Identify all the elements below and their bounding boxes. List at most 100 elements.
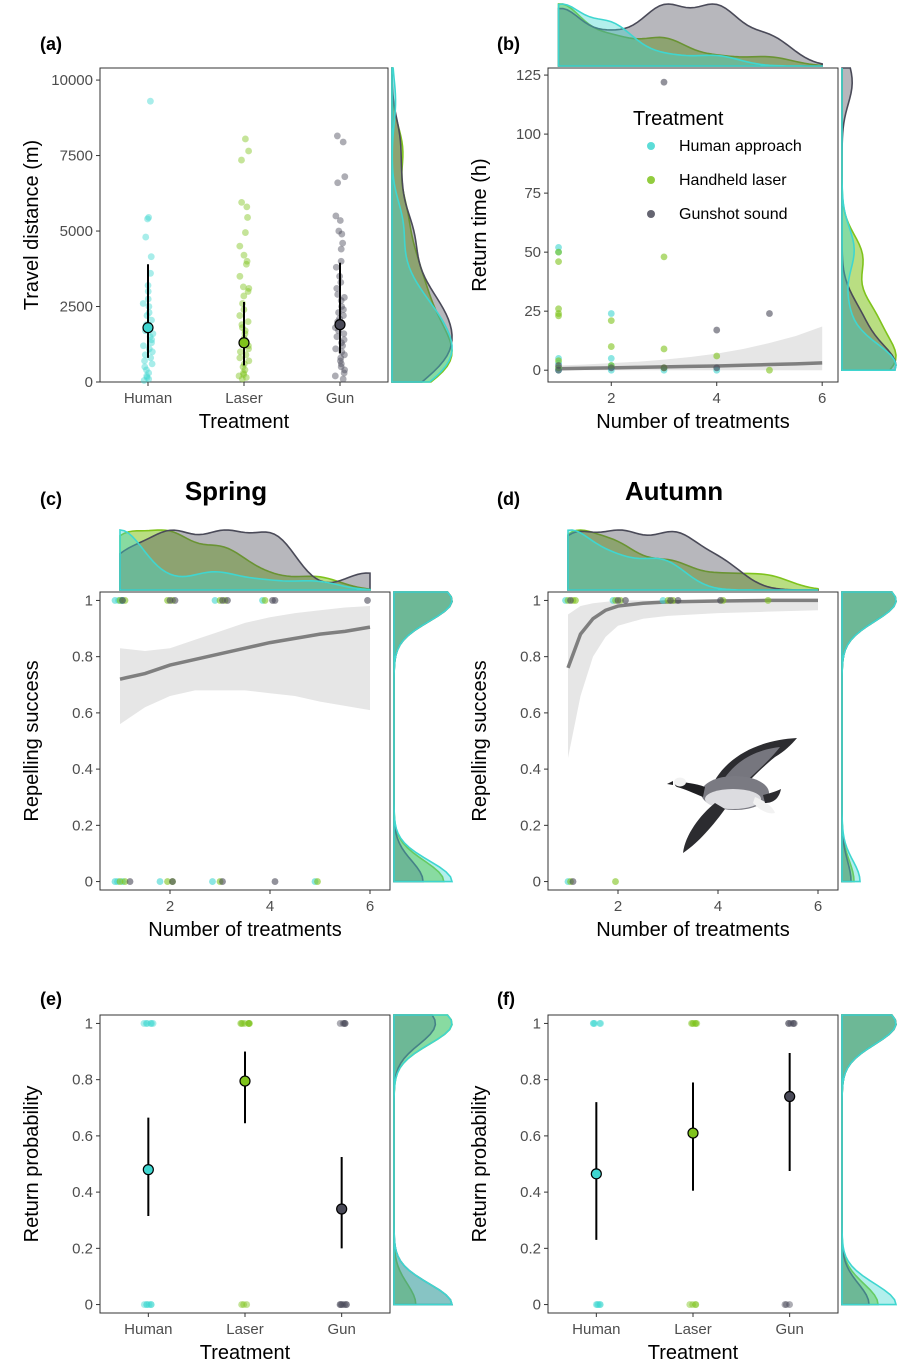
- data-point: [236, 312, 244, 319]
- y-tick-label: 0.6: [520, 1128, 541, 1145]
- data-point: [116, 878, 124, 885]
- marginal-density-right: [841, 68, 897, 371]
- data-point: [241, 1020, 249, 1027]
- y-tick-label: 75: [524, 185, 541, 202]
- data-point: [140, 377, 148, 384]
- data-point: [119, 597, 126, 604]
- data-point: [166, 597, 174, 604]
- data-point: [332, 212, 340, 220]
- data-point: [143, 374, 151, 381]
- data-point: [334, 179, 342, 187]
- data-point: [594, 1301, 602, 1308]
- data-point: [612, 878, 619, 885]
- data-point: [339, 239, 347, 247]
- data-point: [607, 364, 615, 372]
- data-point: [340, 1020, 348, 1027]
- data-point: [241, 229, 249, 236]
- data-point: [148, 339, 155, 347]
- data-point: [219, 878, 226, 885]
- y-tick-label: 0.2: [520, 1240, 541, 1257]
- data-point: [142, 233, 150, 241]
- data-point: [340, 294, 348, 301]
- data-point: [607, 310, 615, 317]
- legend-label-gun: Gunshot sound: [679, 206, 788, 223]
- data-point: [340, 369, 348, 377]
- y-tick-label: 0: [533, 362, 541, 379]
- data-point: [238, 375, 246, 383]
- data-point: [692, 1301, 700, 1308]
- data-point: [141, 351, 149, 359]
- data-point: [147, 1301, 155, 1308]
- data-point: [156, 878, 164, 885]
- legend-label-laser: Handheld laser: [679, 172, 787, 189]
- data-point: [240, 371, 248, 378]
- data-point: [332, 263, 340, 271]
- data-point: [335, 227, 343, 235]
- x-tick-label: Laser: [226, 1321, 264, 1338]
- panel-d: 0 0.2 0.4 0.6 0.8 1 2 4 6 Number of treatments Rep…: [469, 529, 897, 941]
- data-point: [169, 878, 176, 885]
- data-point: [143, 1301, 151, 1308]
- x-tick-label: Gun: [326, 390, 354, 407]
- data-point: [148, 336, 156, 344]
- marginal-density-top: [567, 529, 818, 591]
- legend-label-human: Human approach: [679, 138, 802, 155]
- panel-d-title: Autumn: [625, 476, 723, 506]
- y-tick-label: 0.8: [72, 1072, 93, 1089]
- data-point: [145, 375, 153, 383]
- x-tick-label: 6: [366, 898, 374, 915]
- panel-b: 0 25 50 75 100 125 2 4 6 Number of treatments Retu…: [469, 3, 897, 433]
- mean-point: [238, 337, 250, 349]
- data-point: [149, 1020, 157, 1027]
- data-point: [331, 372, 339, 380]
- panel-a: 0 2500 5000 7500 10000 Human Laser Gun Treatment…: [21, 67, 453, 433]
- data-point: [614, 597, 622, 604]
- data-point: [243, 257, 251, 265]
- x-tick-label: Human: [124, 390, 172, 407]
- y-tick-label: 0: [85, 374, 93, 391]
- mean-point: [590, 1168, 602, 1180]
- y-tick-label: 0.2: [520, 817, 541, 834]
- data-point: [337, 1301, 344, 1308]
- data-point: [339, 375, 347, 383]
- panel-letter-c: (c): [40, 489, 62, 509]
- panel-letter-b: (b): [497, 34, 520, 54]
- y-tick-label: 0: [533, 1297, 541, 1314]
- data-point: [147, 253, 155, 261]
- data-point: [364, 597, 371, 604]
- data-point: [787, 1020, 795, 1027]
- data-point: [713, 352, 721, 360]
- y-tick-label: 0.8: [520, 1072, 541, 1089]
- data-point: [244, 214, 251, 221]
- data-point: [236, 348, 244, 356]
- data-point: [667, 597, 674, 604]
- data-point: [766, 366, 773, 374]
- panel-letter-e: (e): [40, 989, 62, 1009]
- data-point: [337, 363, 345, 371]
- panel-letter-d: (d): [497, 489, 520, 509]
- data-point: [145, 214, 153, 221]
- x-tick-label: 2: [614, 898, 622, 915]
- data-point: [339, 1301, 347, 1308]
- data-point: [341, 366, 349, 374]
- data-point: [593, 1301, 601, 1308]
- data-point: [341, 1301, 348, 1308]
- data-point: [781, 1301, 789, 1308]
- data-point: [242, 260, 250, 268]
- y-tick-label: 0.4: [520, 1184, 541, 1201]
- data-point: [143, 1020, 151, 1027]
- data-point: [596, 1020, 604, 1027]
- y-tick-label: 7500: [60, 148, 93, 165]
- y-tick-label: 0.8: [72, 649, 93, 666]
- data-point: [238, 1020, 245, 1027]
- data-point: [607, 317, 615, 325]
- data-point: [341, 351, 348, 359]
- x-tick-label: Gun: [775, 1321, 803, 1338]
- x-axis-title: Treatment: [200, 1342, 291, 1361]
- data-point: [343, 1301, 350, 1308]
- data-point: [597, 1020, 605, 1027]
- data-point: [717, 597, 724, 604]
- data-point: [140, 1301, 148, 1308]
- y-tick-label: 0.8: [520, 649, 541, 666]
